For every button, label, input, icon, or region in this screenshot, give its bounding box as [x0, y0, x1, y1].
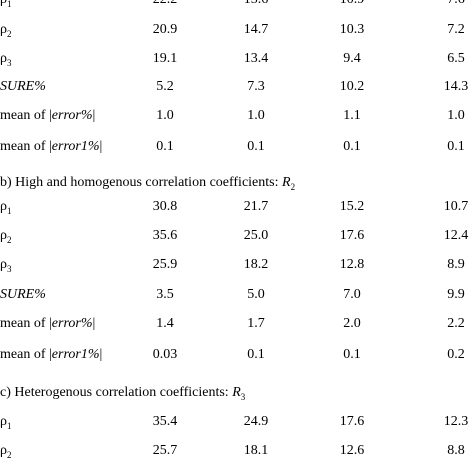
cell: 1.0: [447, 108, 465, 123]
cell: 1.0: [156, 108, 174, 123]
row-label: mean of |error%|: [0, 108, 96, 123]
cell: 35.4: [152, 414, 178, 429]
cell: 0.1: [343, 139, 361, 154]
table-row-rho3-b: ρ3 25.9 18.2 12.8 8.9: [0, 254, 474, 276]
cell: 7.6: [426, 0, 474, 11]
cell: 18.2: [243, 257, 269, 272]
cell: 9.4: [343, 51, 361, 66]
cell: 2.2: [447, 316, 465, 331]
cell: 15.6: [226, 0, 286, 11]
row-label: mean of |error%|: [0, 316, 96, 331]
row-label: mean of |error1%|: [0, 139, 103, 154]
cell: 0.1: [447, 139, 465, 154]
cell: 19.1: [152, 51, 178, 66]
table-row-mean-error-b: mean of |error%| 1.4 1.7 2.0 2.2: [0, 313, 474, 335]
cell: 25.7: [152, 443, 178, 458]
row-label: ρ1: [0, 414, 12, 431]
cell: 25.0: [243, 228, 269, 243]
cell: 5.0: [247, 287, 265, 302]
cell: 12.3: [443, 414, 469, 429]
cell: 10.9: [322, 0, 382, 11]
cell: 0.2: [447, 347, 465, 362]
row-label: SURE%: [0, 287, 46, 302]
table-row-sure-b: SURE% 3.5 5.0 7.0 9.9: [0, 284, 474, 306]
cell: 13.4: [243, 51, 269, 66]
cell: 0.1: [156, 139, 174, 154]
cell: 1.1: [343, 108, 361, 123]
cell: 1.0: [247, 108, 265, 123]
cell: 21.7: [243, 199, 269, 214]
cell: 6.5: [447, 51, 465, 66]
cell: 3.5: [156, 287, 174, 302]
cell: 10.2: [339, 79, 365, 94]
table-row-mean-error1-b: mean of |error1%| 0.03 0.1 0.1 0.2: [0, 344, 474, 366]
row-label: SURE%: [0, 79, 46, 94]
cell: 30.8: [152, 199, 178, 214]
cell: 17.6: [339, 414, 365, 429]
cell: 7.0: [343, 287, 361, 302]
cell: 18.1: [243, 443, 269, 458]
cell: 20.9: [152, 22, 178, 37]
cell: 14.7: [243, 22, 269, 37]
cell: 12.4: [443, 228, 469, 243]
table-row-rho2-c: ρ2 25.7 18.1 12.6 8.8: [0, 440, 474, 462]
table-row-sure-a: SURE% 5.2 7.3 10.2 14.3: [0, 76, 474, 98]
cell: 12.6: [339, 443, 365, 458]
cell: 8.8: [447, 443, 465, 458]
cell: 17.6: [339, 228, 365, 243]
row-label: ρ2: [0, 443, 12, 460]
cell: 10.7: [443, 199, 469, 214]
cell: 35.6: [152, 228, 178, 243]
cell: 8.9: [447, 257, 465, 272]
cell: 14.3: [443, 79, 469, 94]
cell: 7.2: [447, 22, 465, 37]
cell: 1.7: [247, 316, 265, 331]
cell: 0.1: [247, 139, 265, 154]
table-row-rho2-a: ρ2 20.9 14.7 10.3 7.2: [0, 19, 474, 41]
table-row-rho1-c: ρ1 35.4 24.9 17.6 12.3: [0, 411, 474, 433]
table-row-rho2-b: ρ2 35.6 25.0 17.6 12.4: [0, 225, 474, 247]
cell: 9.9: [447, 287, 465, 302]
cell: 5.2: [156, 79, 174, 94]
table-row-rho1-partial: ρ1 22.2 15.6 10.9 7.6: [0, 0, 474, 11]
cell: 25.9: [152, 257, 178, 272]
table-row-mean-error-a: mean of |error%| 1.0 1.0 1.1 1.0: [0, 105, 474, 127]
cell: 0.1: [247, 347, 265, 362]
row-label: ρ3: [0, 51, 12, 68]
cell: 7.3: [247, 79, 265, 94]
cell: 22.2: [135, 0, 195, 11]
section-heading-c: c) Heterogenous correlation coefficients…: [0, 385, 246, 402]
section-heading-b: b) High and homogenous correlation coeff…: [0, 175, 296, 192]
cell: 0.03: [152, 347, 178, 362]
cell: 2.0: [343, 316, 361, 331]
cell: 24.9: [243, 414, 269, 429]
table-row-mean-error1-a: mean of |error1%| 0.1 0.1 0.1 0.1: [0, 136, 474, 158]
cell: 0.1: [343, 347, 361, 362]
row-label: ρ2: [0, 228, 12, 245]
cell: 15.2: [339, 199, 365, 214]
row-label: ρ3: [0, 257, 12, 274]
cell: 10.3: [339, 22, 365, 37]
row-label: ρ2: [0, 22, 12, 39]
row-label: ρ1: [0, 0, 12, 9]
cell: 12.8: [339, 257, 365, 272]
table-row-rho1-b: ρ1 30.8 21.7 15.2 10.7: [0, 196, 474, 218]
row-label: mean of |error1%|: [0, 347, 103, 362]
row-label: ρ1: [0, 199, 12, 216]
table-row-rho3-a: ρ3 19.1 13.4 9.4 6.5: [0, 48, 474, 70]
cell: 1.4: [156, 316, 174, 331]
